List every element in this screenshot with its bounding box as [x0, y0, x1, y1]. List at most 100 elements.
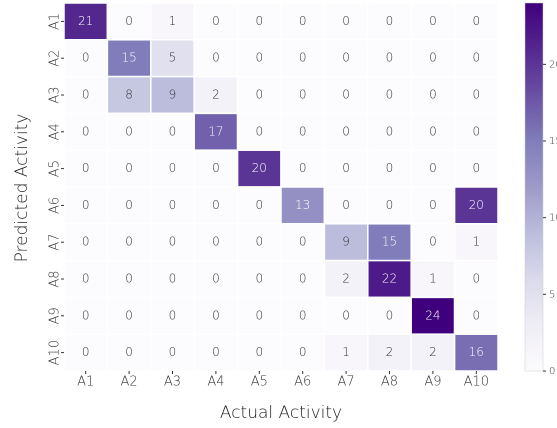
- y-tick-label: A8: [48, 270, 63, 287]
- heatmap-cell: [323, 112, 369, 151]
- cell-label: 20: [252, 161, 267, 175]
- heatmap-cell: [453, 149, 499, 188]
- cell-label: 0: [342, 308, 350, 322]
- y-tick-label: A9: [48, 307, 63, 324]
- cell-label: 0: [82, 161, 90, 175]
- heatmap-cell: [63, 112, 109, 151]
- cell-label: 0: [342, 198, 350, 212]
- cell-label: 0: [386, 88, 394, 102]
- heatmap-cell: [236, 186, 282, 225]
- cell-label: 1: [169, 14, 177, 28]
- heatmap-cell: [280, 333, 326, 372]
- cell-label: 22: [382, 272, 397, 286]
- cell-label: 0: [299, 272, 307, 286]
- heatmap-cell: [280, 112, 326, 151]
- cell-label: 0: [82, 124, 90, 138]
- heatmap-cell: [367, 2, 412, 41]
- heatmap-cell: [106, 296, 152, 335]
- x-axis-title: Actual Activity: [220, 403, 342, 423]
- heatmap-cell: [106, 75, 152, 115]
- cell-label: 9: [342, 235, 350, 249]
- cell-label: 0: [386, 161, 394, 175]
- cell-label: 0: [386, 124, 394, 138]
- cell-label: 24: [425, 308, 440, 322]
- colorbar-tick-label: 20: [549, 59, 557, 70]
- cell-label: 0: [386, 308, 394, 322]
- heatmap-cell: [367, 149, 412, 188]
- heatmap-cell: [367, 259, 412, 299]
- y-tick-label: A5: [48, 160, 63, 177]
- cell-label: 0: [212, 14, 220, 28]
- heatmap-cell: [410, 333, 456, 372]
- heatmap-cell: [410, 149, 456, 188]
- cell-label: 0: [169, 198, 177, 212]
- cell-label: 0: [299, 345, 307, 359]
- cell-label: 2: [212, 88, 220, 102]
- cell-label: 0: [212, 161, 220, 175]
- heatmap-cell: [280, 186, 326, 225]
- cell-label: 0: [212, 198, 220, 212]
- cell-label: 0: [342, 88, 350, 102]
- heatmap-cell: [410, 296, 456, 335]
- cell-label: 0: [82, 272, 90, 286]
- cell-label: 0: [169, 272, 177, 286]
- cell-label: 0: [255, 272, 263, 286]
- cell-label: 0: [169, 308, 177, 322]
- cell-label: 0: [125, 124, 133, 138]
- cell-label: 0: [386, 51, 394, 65]
- heatmap-cell: [410, 259, 456, 299]
- heatmap-cell: [410, 186, 456, 225]
- cell-label: 0: [169, 161, 177, 175]
- cell-label: 0: [212, 308, 220, 322]
- heatmap-cell: [410, 39, 456, 78]
- heatmap-cell: [453, 2, 499, 41]
- heatmap-cell: [236, 296, 282, 335]
- colorbar-tick-label: 15: [549, 136, 557, 147]
- y-tick-label: A3: [48, 86, 63, 103]
- heatmap-cell: [193, 186, 239, 225]
- cell-label: 0: [342, 124, 350, 138]
- cell-label: 16: [469, 345, 484, 359]
- colorbar-tick-label: 10: [549, 213, 557, 224]
- heatmap-cell: [193, 39, 239, 78]
- heatmap-cell: [236, 259, 282, 299]
- cell-label: 0: [212, 51, 220, 65]
- cell-label: 0: [82, 88, 90, 102]
- x-tick-label: A8: [381, 375, 398, 390]
- cell-label: 2: [429, 345, 437, 359]
- heatmap-cell: [193, 259, 239, 299]
- x-tick-label: A10: [464, 375, 489, 390]
- cell-label: 0: [82, 308, 90, 322]
- heatmap-cell: [410, 75, 456, 115]
- cell-label: 0: [299, 51, 307, 65]
- cell-label: 0: [386, 198, 394, 212]
- cell-label: 9: [169, 88, 177, 102]
- cell-label: 0: [255, 124, 263, 138]
- x-tick-label: A3: [164, 375, 181, 390]
- cell-label: 0: [472, 161, 480, 175]
- heatmap-cell: [106, 39, 152, 78]
- cell-label: 0: [472, 308, 480, 322]
- cell-label: 2: [386, 345, 394, 359]
- cell-label: 0: [342, 161, 350, 175]
- cell-label: 0: [255, 308, 263, 322]
- cell-label: 2: [342, 272, 350, 286]
- cell-label: 0: [299, 161, 307, 175]
- cell-label: 8: [125, 88, 133, 102]
- cell-label: 0: [212, 235, 220, 249]
- cell-label: 0: [429, 88, 437, 102]
- x-tick-label: A7: [338, 375, 355, 390]
- cell-label: 0: [472, 272, 480, 286]
- cell-label: 21: [78, 14, 93, 28]
- heatmap-cell: [150, 186, 195, 225]
- cell-label: 0: [255, 88, 263, 102]
- cell-label: 0: [472, 124, 480, 138]
- colorbar-tick-label: 5: [549, 289, 555, 300]
- heatmap-cell: [367, 296, 412, 335]
- cell-label: 0: [429, 124, 437, 138]
- heatmap-cell: [106, 259, 152, 299]
- cell-label: 1: [429, 272, 437, 286]
- heatmap-cell: [323, 39, 369, 78]
- cell-label: 0: [429, 161, 437, 175]
